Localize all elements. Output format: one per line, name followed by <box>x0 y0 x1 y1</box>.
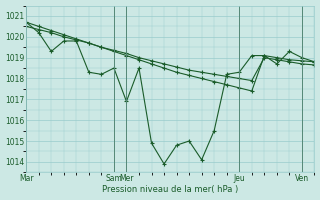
X-axis label: Pression niveau de la mer( hPa ): Pression niveau de la mer( hPa ) <box>102 185 238 194</box>
